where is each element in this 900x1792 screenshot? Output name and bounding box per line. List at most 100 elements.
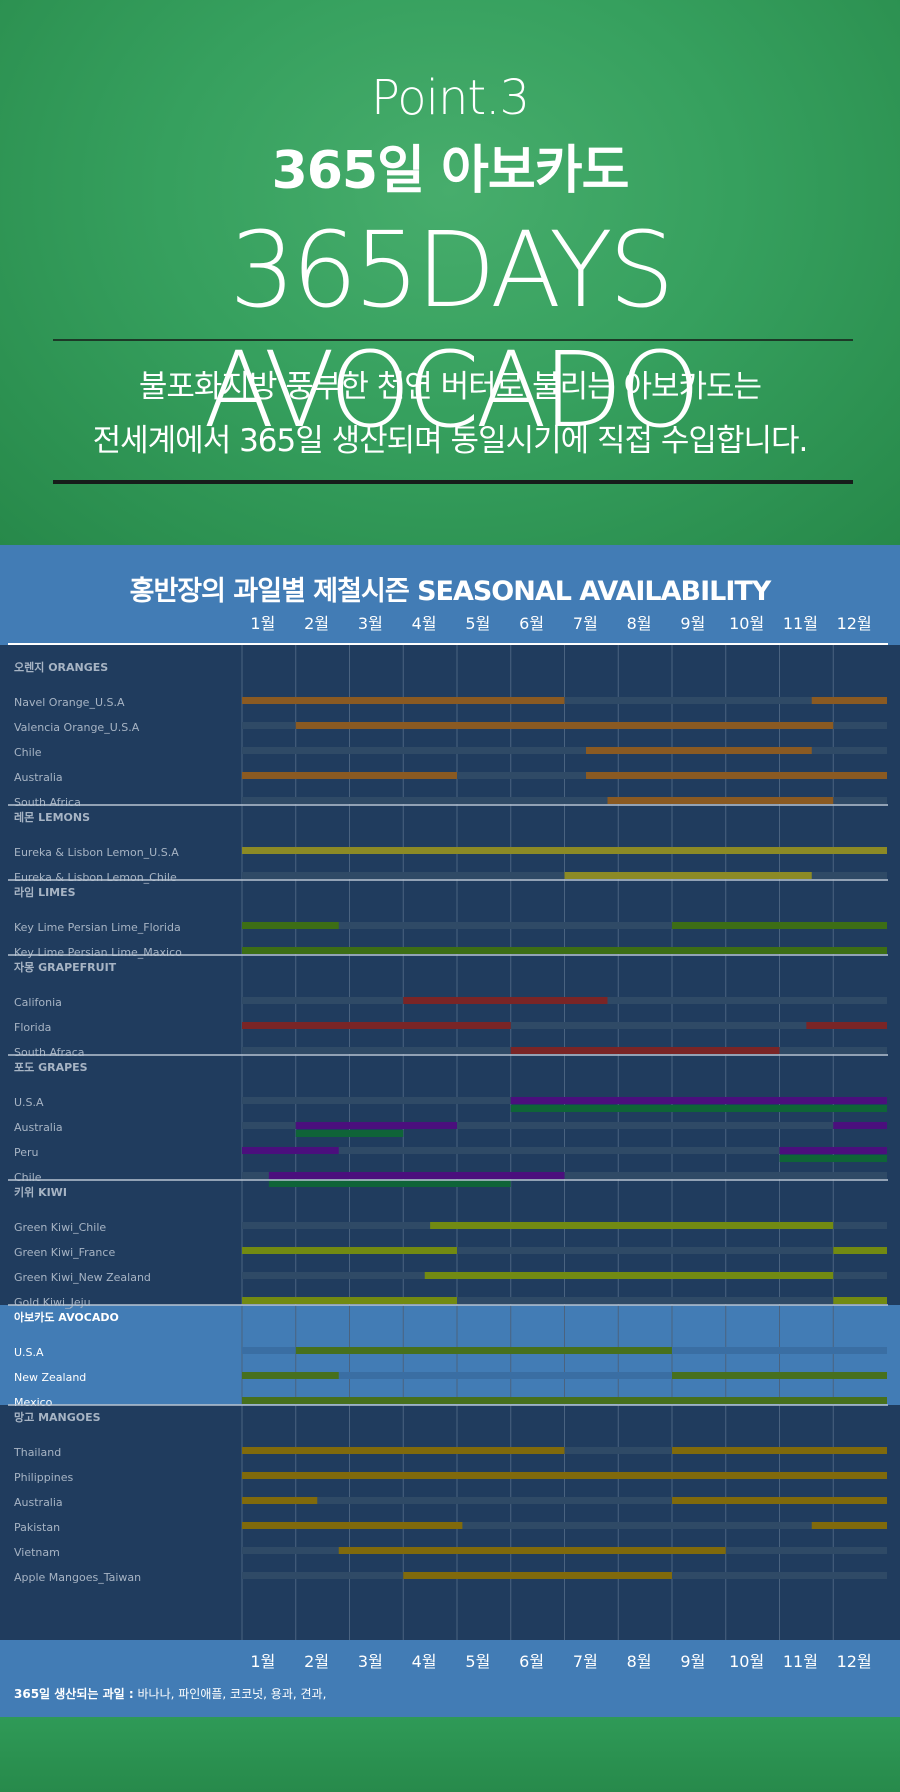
season-bar <box>295 1130 404 1137</box>
month-label-bottom: 11월 <box>783 1652 818 1671</box>
description-line-2: 전세계에서 365일 생산되며 동일시기에 직접 수입합니다. <box>92 423 809 459</box>
row-label: Australia <box>14 1496 63 1509</box>
season-bar <box>586 747 812 754</box>
bar-track <box>242 1022 887 1029</box>
season-bar <box>806 1022 887 1029</box>
bar-track <box>242 797 887 804</box>
month-label-top: 6월 <box>519 614 544 633</box>
season-bar <box>564 872 812 879</box>
row-label: Green Kiwi_France <box>14 1246 115 1259</box>
month-label-bottom: 2월 <box>304 1652 329 1671</box>
group-label: 레몬 LEMONS <box>14 810 90 824</box>
row-label: Key Lime Persian Lime_Florida <box>14 921 181 934</box>
season-bar <box>242 1397 887 1404</box>
month-label-top: 1월 <box>250 614 275 633</box>
month-label-top: 3월 <box>358 614 383 633</box>
season-bar <box>510 1105 887 1112</box>
season-bar <box>242 1497 318 1504</box>
season-bar <box>510 1047 780 1054</box>
season-bar <box>430 1222 834 1229</box>
season-bar <box>779 1155 887 1162</box>
season-bar <box>242 1147 339 1154</box>
group-label: 오렌지 ORANGES <box>14 660 108 674</box>
month-label-bottom: 4월 <box>412 1652 437 1671</box>
season-bar <box>295 1347 672 1354</box>
row-label: Eureka & Lisbon Lemon_Chile <box>14 871 177 884</box>
row-label: Philippines <box>14 1471 74 1484</box>
season-bar <box>295 722 834 729</box>
bar-track <box>242 922 887 929</box>
season-bar <box>607 797 834 804</box>
month-label-bottom: 9월 <box>680 1652 705 1671</box>
divider-bottom <box>53 480 853 484</box>
season-bar <box>242 922 339 929</box>
season-bar <box>833 1297 887 1304</box>
month-label-bottom: 8월 <box>627 1652 652 1671</box>
season-bar <box>833 1247 887 1254</box>
bar-track <box>242 747 887 754</box>
chart-header-band <box>0 545 900 645</box>
month-label-bottom: 10월 <box>729 1652 764 1671</box>
season-bar <box>672 922 887 929</box>
season-bar <box>295 1122 457 1129</box>
month-label-top: 5월 <box>465 614 490 633</box>
month-label-top: 12월 <box>837 614 872 633</box>
row-label: U.S.A <box>14 1096 44 1109</box>
row-label: Gold Kiwi_Jeju <box>14 1296 91 1309</box>
season-bar <box>242 697 565 704</box>
bar-track <box>242 1122 887 1129</box>
season-bar <box>242 1447 565 1454</box>
row-label: Chile <box>14 746 42 759</box>
group-label: 키위 KIWI <box>14 1185 67 1199</box>
divider-top <box>53 339 853 341</box>
row-label: Eureka & Lisbon Lemon_U.S.A <box>14 846 179 859</box>
row-label: Pakistan <box>14 1521 60 1534</box>
row-label: Australia <box>14 1121 63 1134</box>
row-label: U.S.A <box>14 1346 44 1359</box>
season-bar <box>833 1122 887 1129</box>
group-label: 망고 MANGOES <box>14 1410 101 1424</box>
season-bar <box>811 697 887 704</box>
month-label-bottom: 12월 <box>837 1652 872 1671</box>
row-label: Navel Orange_U.S.A <box>14 696 125 709</box>
season-bar <box>586 772 887 779</box>
row-label: Mexico <box>14 1396 53 1409</box>
bar-track <box>242 1497 887 1504</box>
group-label: 라임 LIMES <box>14 885 76 899</box>
season-bar <box>268 1180 511 1187</box>
season-bar <box>242 1522 463 1529</box>
month-label-top: 8월 <box>627 614 652 633</box>
season-bar <box>242 1297 457 1304</box>
month-label-top: 10월 <box>729 614 764 633</box>
season-bar <box>242 1022 511 1029</box>
season-bar <box>242 1472 887 1479</box>
season-bar <box>242 1247 457 1254</box>
row-label: Florida <box>14 1021 51 1034</box>
month-label-bottom: 3월 <box>358 1652 383 1671</box>
month-label-top: 4월 <box>412 614 437 633</box>
row-label: Peru <box>14 1146 39 1159</box>
season-bar <box>672 1447 887 1454</box>
row-label: South Africa <box>14 796 81 809</box>
season-bar <box>510 1097 887 1104</box>
description: 불포화지방 풍부한 천연 버터로 불리는 아보카도는 전세계에서 365일 생산… <box>0 360 900 468</box>
season-bar <box>672 1497 887 1504</box>
season-bar <box>268 1172 565 1179</box>
footnote-label: 365일 생산되는 과일 : <box>14 1687 134 1701</box>
footnote-text: 바나나, 파인애플, 코코넛, 용과, 견과, <box>133 1687 327 1701</box>
group-label: 아보카도 AVOCADO <box>14 1310 119 1324</box>
season-bar <box>242 947 887 954</box>
bar-track <box>242 1147 887 1154</box>
month-label-top: 11월 <box>783 614 818 633</box>
avocado-highlight-band <box>0 1305 900 1405</box>
description-line-1: 불포화지방 풍부한 천연 버터로 불리는 아보카도는 <box>138 369 762 405</box>
row-label: Australia <box>14 771 63 784</box>
hero-section: Point.3 365일 아보카도 365DAYS AVOCADO 불포화지방 … <box>0 0 900 545</box>
month-label-top: 2월 <box>304 614 329 633</box>
bar-track <box>242 772 887 779</box>
row-label: Thailand <box>13 1446 61 1459</box>
group-label: 포도 GRAPES <box>14 1061 88 1074</box>
month-label-top: 7월 <box>573 614 598 633</box>
point-label: Point.3 <box>371 70 530 126</box>
